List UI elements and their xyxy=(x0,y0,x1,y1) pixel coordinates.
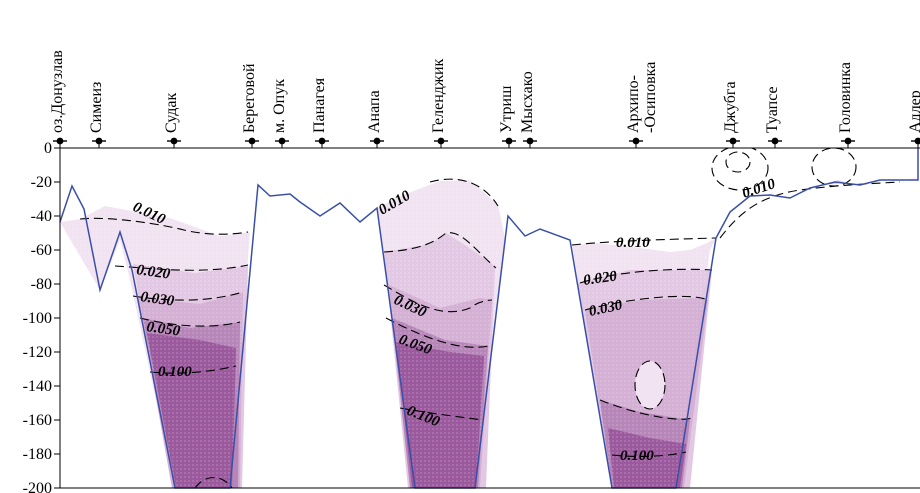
station-marker: Симеиз xyxy=(88,82,106,148)
isoline-pocket-c3 xyxy=(634,360,666,410)
y-tick-label: -100 xyxy=(23,310,52,327)
station-marker: оз.Донузлав xyxy=(49,50,67,148)
isoline-spot-dzhubga-outer xyxy=(711,148,769,191)
station-label: Адлер xyxy=(907,90,920,133)
y-tick-label: -120 xyxy=(23,344,52,361)
station-marker: Геленджик xyxy=(430,58,448,148)
isoline-0.030-c1 xyxy=(132,291,244,301)
y-tick-label: -180 xyxy=(23,446,52,463)
isoline-0.100-c3 xyxy=(611,451,687,457)
station-marker: Туапсе xyxy=(764,86,782,148)
station-dot xyxy=(95,137,103,145)
fill-low-pocket-canyon-3 xyxy=(635,361,665,409)
y-tick-label: -140 xyxy=(23,378,52,395)
station-marker: Панагея xyxy=(311,77,329,148)
isoline-label: 0.010 xyxy=(616,235,650,251)
station-marker: Судак xyxy=(163,92,181,148)
isoline-label: 0.030 xyxy=(588,297,625,320)
station-label: Утриш xyxy=(498,85,515,133)
isoline-label: 0.050 xyxy=(145,319,181,340)
y-tick-label: -200 xyxy=(23,480,52,493)
station-label: Геленджик xyxy=(430,58,447,133)
isoline-spot-dzhubga-inner xyxy=(725,151,751,173)
y-tick-label: -40 xyxy=(31,208,52,225)
isoline-0.050-c1 xyxy=(139,317,241,327)
station-dot xyxy=(632,137,640,145)
isoline-0.020-c1 xyxy=(114,264,249,271)
isolines xyxy=(79,148,901,488)
isoline-label: 0.020 xyxy=(135,262,171,283)
isoline-0.030-c2 xyxy=(383,284,493,313)
isoline-label: 0.030 xyxy=(139,289,175,310)
station-label: м. Опук xyxy=(271,79,288,133)
station-label: Головинка xyxy=(837,62,854,133)
station-dot xyxy=(729,137,737,145)
isoline-0.030-c3 xyxy=(584,295,709,311)
station-marker: Адлер xyxy=(907,90,920,148)
isoline-labels: 0.0100.0200.0300.0500.1000.0100.0300.050… xyxy=(130,176,778,464)
station-dot xyxy=(373,137,381,145)
station-label: Судак xyxy=(163,92,180,133)
station-label: Симеиз xyxy=(88,82,105,133)
station-marker: Архипо- -Осиповка xyxy=(625,62,659,148)
station-dot xyxy=(771,137,779,145)
y-tick-label: -20 xyxy=(31,174,52,191)
isoline-0.010-c2 xyxy=(429,178,499,207)
isoline-0.010-c3 xyxy=(571,237,717,246)
station-label: Туапсе xyxy=(764,86,781,133)
station-markers: оз.Донузлав Симеиз Судак Береговой м. Опук Па… xyxy=(49,50,920,148)
station-dot xyxy=(318,137,326,145)
station-marker: Головинка xyxy=(837,62,855,148)
station-label: Береговой xyxy=(241,63,258,133)
above-profile-mask xyxy=(60,148,920,252)
station-dot xyxy=(170,137,178,145)
isoline-label: 0.020 xyxy=(582,268,618,289)
station-label: Джубга xyxy=(722,81,739,133)
station-label: -Осиповка xyxy=(642,62,659,133)
station-dot xyxy=(248,137,256,145)
station-dot xyxy=(437,137,445,145)
station-label: Мысхако xyxy=(519,71,536,133)
isoline-0.010-shelf xyxy=(719,181,901,239)
isoline-0.100-c1 xyxy=(149,365,237,374)
station-label: оз.Донузлав xyxy=(49,50,66,133)
y-tick-label: -80 xyxy=(31,276,52,293)
station-marker: Джубга xyxy=(722,81,740,148)
isoline-0.100-c1b xyxy=(194,476,233,488)
y-ticks: 0 -20 -40 -60 -80 -100 -120 -140 -160 -180 -200 xyxy=(23,140,60,493)
isoline-label: 0.100 xyxy=(620,448,654,464)
y-tick-label: 0 xyxy=(44,140,52,157)
isoline-label: 0.100 xyxy=(158,364,192,380)
station-marker: Мысхако xyxy=(519,71,537,148)
isoline-0.020-c3 xyxy=(579,268,713,284)
station-marker: м. Опук xyxy=(271,79,289,148)
isoline-0.100-c2 xyxy=(399,407,483,421)
station-marker: Анапа xyxy=(366,90,384,148)
isoline-0.010-c1 xyxy=(79,217,249,235)
station-dot xyxy=(56,137,64,145)
isoline-spot-golovinka xyxy=(811,148,857,187)
station-dot xyxy=(914,137,920,145)
station-label: Архипо- xyxy=(625,75,642,133)
y-tick-label: -160 xyxy=(23,412,52,429)
station-dot xyxy=(844,137,852,145)
station-dot xyxy=(526,137,534,145)
y-tick-label: -60 xyxy=(31,242,52,259)
station-label: Панагея xyxy=(311,77,328,133)
bottom-profile-line xyxy=(59,148,919,489)
station-marker: Утриш xyxy=(498,85,516,148)
station-marker: Береговой xyxy=(241,63,259,148)
station-label: Анапа xyxy=(366,90,383,133)
isoline-0.050-c2 xyxy=(385,317,489,348)
isoline-0.020-c2 xyxy=(383,232,497,269)
station-dot xyxy=(505,137,513,145)
station-dot xyxy=(278,137,286,145)
